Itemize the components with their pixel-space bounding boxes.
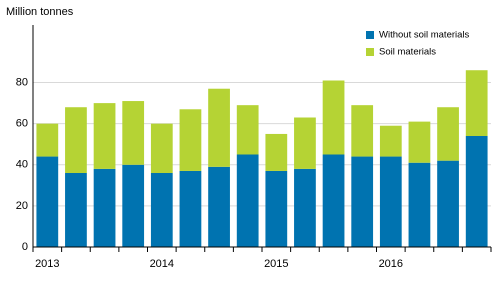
bar-segment	[122, 164, 145, 247]
bar-segment	[236, 105, 259, 155]
bar-segment	[465, 70, 488, 136]
bar-segment	[150, 173, 173, 247]
y-tick-label: 40	[16, 159, 28, 171]
bar-segment	[36, 156, 59, 247]
y-tick-label: 20	[16, 200, 28, 212]
bar-segment	[322, 154, 345, 247]
bar-segment	[379, 156, 402, 247]
y-tick-label: 60	[16, 118, 28, 130]
bar-segment	[93, 168, 116, 247]
legend: Without soil materials Soil materials	[366, 30, 470, 58]
bar-segment	[437, 107, 459, 161]
bar-segment	[179, 170, 202, 247]
bar-segment	[437, 160, 459, 247]
bar-segment	[122, 101, 145, 165]
bar-segment	[294, 117, 316, 169]
bar-segment	[179, 109, 202, 171]
bar-segment	[351, 156, 374, 247]
bar-segment	[322, 80, 345, 155]
bar-segment	[36, 123, 59, 157]
x-tick-label: 2013	[35, 258, 59, 270]
bar-segment	[465, 136, 488, 247]
x-tick-label: 2016	[379, 258, 403, 270]
bar-segment	[265, 133, 288, 171]
legend-swatch	[366, 48, 374, 56]
bar-segment	[379, 125, 402, 157]
bar-segment	[236, 154, 259, 247]
bar-segment	[150, 123, 173, 173]
y-tick-label: 80	[16, 76, 28, 88]
y-axis-label: Million tonnes	[6, 6, 74, 18]
x-tick-label: 2015	[264, 258, 288, 270]
bar-segment	[93, 103, 116, 169]
bar-segment	[351, 105, 374, 157]
legend-label: Soil materials	[379, 47, 436, 58]
bar-segment	[408, 121, 431, 163]
bar-segment	[208, 88, 230, 167]
bar-segment	[65, 107, 87, 173]
x-tick-label: 2014	[150, 258, 174, 270]
bar-segment	[65, 173, 87, 247]
bar-segment	[294, 168, 316, 247]
bar-segment	[265, 170, 288, 247]
legend-swatch	[366, 31, 374, 39]
bar-segment	[208, 166, 230, 247]
y-tick-label: 0	[22, 241, 28, 253]
legend-label: Without soil materials	[379, 30, 470, 41]
bar-segment	[408, 162, 431, 247]
